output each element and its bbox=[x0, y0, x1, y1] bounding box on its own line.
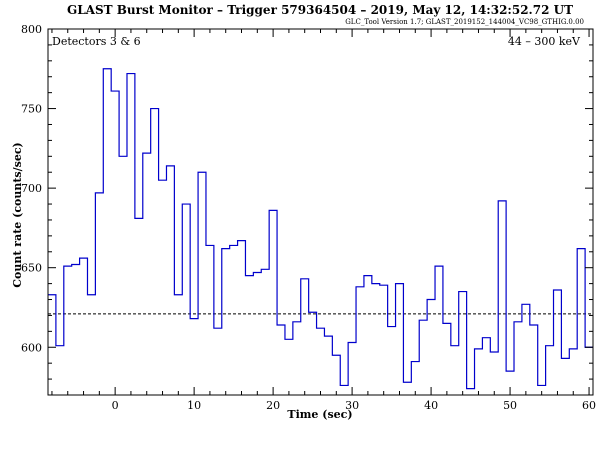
y-tick-label: 750 bbox=[21, 103, 42, 116]
chart-title: GLAST Burst Monitor – Trigger 579364504 … bbox=[67, 3, 573, 17]
x-tick-label: 20 bbox=[266, 399, 280, 412]
x-tick-label: 50 bbox=[503, 399, 517, 412]
y-tick-label: 650 bbox=[21, 262, 42, 275]
plot-area: 0 10 20 30 40 50 60 600 650 700 750 800 bbox=[21, 23, 596, 412]
x-tick-label: 30 bbox=[345, 399, 359, 412]
plot-frame bbox=[47, 28, 594, 396]
x-axis-label: Time (sec) bbox=[287, 408, 352, 421]
y-tick-label: 700 bbox=[21, 182, 42, 195]
energy-annotation: 44 – 300 keV bbox=[508, 35, 581, 48]
axis-ticks bbox=[48, 28, 593, 396]
x-tick-label: 10 bbox=[187, 399, 201, 412]
y-tick-label: 600 bbox=[21, 341, 42, 354]
y-tick-label: 800 bbox=[21, 23, 42, 36]
x-tick-label: 0 bbox=[112, 399, 119, 412]
tick-labels: 0 10 20 30 40 50 60 600 650 700 750 800 bbox=[21, 23, 596, 412]
y-axis-label: Count rate (counts/sec) bbox=[11, 142, 24, 287]
detectors-annotation: Detectors 3 & 6 bbox=[52, 35, 141, 48]
series-histogram-line bbox=[48, 68, 593, 390]
x-tick-label: 40 bbox=[424, 399, 438, 412]
x-tick-label: 60 bbox=[582, 399, 596, 412]
version-label: GLC_Tool Version 1.7; GLAST_2019152_1440… bbox=[345, 18, 584, 26]
